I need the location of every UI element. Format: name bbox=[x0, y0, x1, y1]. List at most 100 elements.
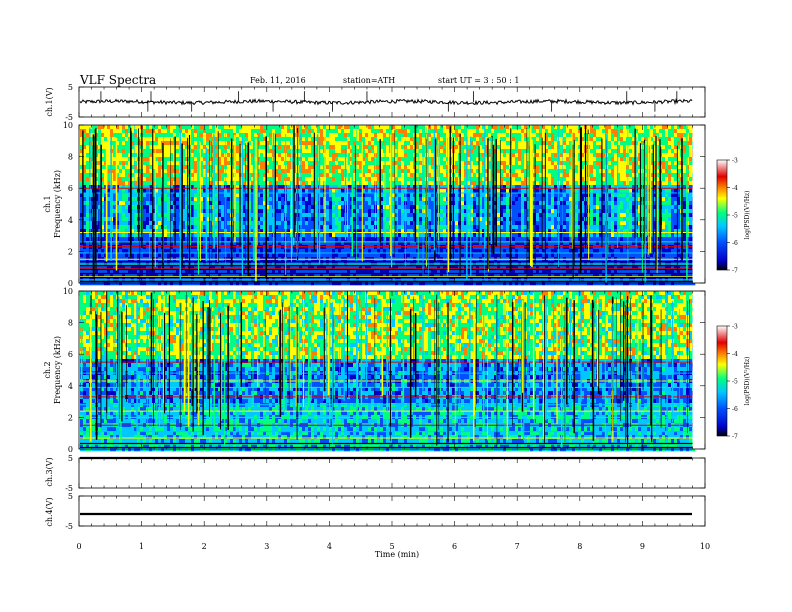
spectrogram-cell bbox=[224, 269, 228, 274]
spectrogram-cell bbox=[407, 225, 411, 230]
spectrogram-cell bbox=[263, 157, 267, 162]
spectrogram-cell bbox=[401, 157, 405, 162]
spectrogram-cell bbox=[353, 173, 357, 178]
spectrogram-cell bbox=[374, 129, 378, 134]
spectrogram-cell bbox=[317, 213, 321, 218]
spectrogram-cell bbox=[329, 161, 333, 166]
spectrogram-cell bbox=[377, 149, 381, 154]
spectrogram-cell bbox=[407, 237, 411, 242]
spectrogram-cell bbox=[377, 185, 381, 190]
spectrogram-cell bbox=[146, 177, 150, 182]
spectrogram-cell bbox=[86, 225, 90, 230]
spectrogram-cell bbox=[158, 145, 162, 150]
spectrogram-cell bbox=[113, 149, 117, 154]
spectrogram-cell bbox=[176, 185, 180, 190]
spectrogram-cell bbox=[191, 157, 195, 162]
spectrogram-cell bbox=[131, 141, 135, 146]
spectrogram-cell bbox=[263, 169, 267, 174]
spectrogram-cell bbox=[116, 201, 120, 206]
spectrogram-cell bbox=[338, 205, 342, 210]
spectrogram-cell bbox=[392, 137, 396, 142]
spectrogram-cell bbox=[308, 181, 312, 186]
spectrogram-cell bbox=[119, 141, 123, 146]
spectrogram-cell bbox=[146, 185, 150, 190]
spectrogram-cell bbox=[272, 273, 276, 278]
spectrogram-cell bbox=[272, 129, 276, 134]
spectrogram-cell bbox=[221, 249, 225, 254]
spectrogram-cell bbox=[98, 269, 102, 274]
spectrogram-cell bbox=[80, 273, 84, 278]
spectrogram-cell bbox=[86, 149, 90, 154]
spectrogram-cell bbox=[221, 157, 225, 162]
spectrogram-cell bbox=[158, 241, 162, 246]
spectrogram-cell bbox=[416, 225, 420, 230]
spectrogram-cell bbox=[104, 169, 108, 174]
spectrogram-cell bbox=[332, 213, 336, 218]
spectrogram-cell bbox=[302, 237, 306, 242]
spectrogram-cell bbox=[119, 125, 123, 130]
spectrogram-cell bbox=[377, 129, 381, 134]
spectrogram-cell bbox=[281, 197, 285, 202]
spectrogram-cell bbox=[92, 277, 96, 282]
spectrogram-cell bbox=[122, 133, 126, 138]
spectrogram-cell bbox=[143, 209, 147, 214]
spectrogram-cell bbox=[443, 221, 447, 226]
spectrogram-cell bbox=[155, 197, 159, 202]
spectrogram-cell bbox=[308, 233, 312, 238]
spectrogram-cell bbox=[215, 141, 219, 146]
spectrogram-cell bbox=[194, 161, 198, 166]
spectrogram-cell bbox=[416, 149, 420, 154]
spectrogram-cell bbox=[278, 205, 282, 210]
spectrogram-cell bbox=[116, 193, 120, 198]
spectrogram-cell bbox=[281, 125, 285, 130]
spectrogram-cell bbox=[194, 209, 198, 214]
spectrogram-cell bbox=[245, 189, 249, 194]
spectrogram-cell bbox=[302, 249, 306, 254]
spectrogram-cell bbox=[89, 261, 93, 266]
spectrogram-cell bbox=[116, 237, 120, 242]
spectrogram-cell bbox=[86, 253, 90, 258]
spectrogram-cell bbox=[314, 129, 318, 134]
spectrogram-cell bbox=[131, 189, 135, 194]
spectrogram-cell bbox=[290, 261, 294, 266]
spectrogram-cell bbox=[260, 189, 264, 194]
spectrogram-cell bbox=[275, 165, 279, 170]
spectrogram-cell bbox=[203, 145, 207, 150]
spectrogram-cell bbox=[89, 265, 93, 270]
spectrogram-cell bbox=[374, 133, 378, 138]
spectrogram-cell bbox=[152, 225, 156, 230]
spectrogram-cell bbox=[332, 133, 336, 138]
spectrogram-cell bbox=[107, 221, 111, 226]
spectrogram-cell bbox=[203, 237, 207, 242]
spectrogram-cell bbox=[206, 237, 210, 242]
spectrogram-cell bbox=[335, 277, 339, 282]
spectrogram-cell bbox=[446, 133, 450, 138]
spectrogram-cell bbox=[401, 229, 405, 234]
spectrogram-cell bbox=[329, 165, 333, 170]
spectrogram-cell bbox=[431, 225, 435, 230]
spectrogram-cell bbox=[128, 157, 132, 162]
spectrogram-cell bbox=[362, 173, 366, 178]
spectrogram-cell bbox=[242, 221, 246, 226]
spectrogram-cell bbox=[278, 225, 282, 230]
spectrogram-cell bbox=[107, 213, 111, 218]
spectrogram-cell bbox=[305, 181, 309, 186]
spectrogram-cell bbox=[305, 169, 309, 174]
spectrogram-cell bbox=[104, 149, 108, 154]
spectrogram-cell bbox=[170, 197, 174, 202]
spectrogram-cell bbox=[257, 205, 261, 210]
spectrogram-cell bbox=[104, 137, 108, 142]
spectrogram-cell bbox=[443, 161, 447, 166]
spectrogram-cell bbox=[170, 213, 174, 218]
spectrogram-cell bbox=[368, 201, 372, 206]
spectrogram-cell bbox=[149, 153, 153, 158]
spectrogram-cell bbox=[164, 181, 168, 186]
spectrogram-cell bbox=[422, 221, 426, 226]
spectrogram-cell bbox=[401, 201, 405, 206]
spectrogram-cell bbox=[308, 269, 312, 274]
spectrogram-cell bbox=[182, 169, 186, 174]
spectrogram-cell bbox=[251, 273, 255, 278]
spectrogram-cell bbox=[353, 161, 357, 166]
spectrogram-cell bbox=[194, 277, 198, 282]
spectrogram-cell bbox=[374, 161, 378, 166]
